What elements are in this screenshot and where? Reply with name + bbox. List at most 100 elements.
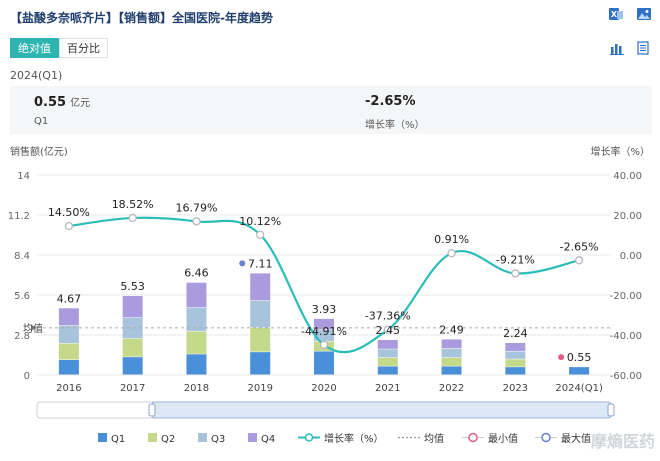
view-tabs: 绝对值 百分比 — [10, 38, 108, 58]
kpi-rate: -2.65% — [365, 94, 416, 109]
category-label: 2023 — [503, 383, 528, 394]
bar-q2 — [505, 359, 526, 367]
total-label: 5.53 — [120, 280, 145, 293]
total-label: 2.45 — [376, 324, 401, 337]
right-axis-title: 增长率（%） — [590, 145, 650, 158]
legend-label: 增长率（%） — [324, 432, 384, 445]
document-icon[interactable] — [636, 40, 652, 56]
legend-item: 增长率（%） — [298, 432, 384, 445]
left-tick-label: 2.8 — [14, 331, 30, 342]
legend-swatch — [148, 433, 157, 442]
bar-q3 — [377, 349, 398, 358]
bar-q1 — [122, 357, 143, 375]
min-marker — [558, 354, 565, 361]
legend-label: Q2 — [161, 434, 175, 445]
kpi-value: 0.55 亿元 — [34, 94, 90, 110]
right-tick-label: 40.00 — [613, 171, 642, 182]
bar-q3 — [441, 348, 462, 358]
kpi-value-label: Q1 — [34, 116, 49, 127]
tab-percentage[interactable]: 百分比 — [59, 38, 108, 58]
left-tick-label: 8.4 — [14, 251, 30, 262]
legend-item: 均值 — [398, 432, 444, 445]
category-label: 2019 — [247, 383, 272, 394]
bar-q1 — [377, 366, 398, 375]
title-bar: 【盐酸多奈哌齐片】【销售额】全国医院-年度趋势 X — [0, 0, 660, 34]
kpi-panel: 0.55 亿元 Q1 -2.65% 增长率（%） — [10, 86, 652, 134]
max-marker — [239, 260, 246, 267]
left-axis-title: 销售额(亿元) — [10, 145, 68, 158]
bar-q2 — [377, 357, 398, 366]
legend-point — [304, 433, 314, 442]
growth-point — [447, 249, 456, 258]
bar-q4 — [505, 343, 526, 351]
slider-handle-left[interactable] — [148, 403, 156, 417]
bar-q3 — [250, 300, 271, 328]
total-label: 0.55 — [567, 351, 592, 364]
tab-absolute[interactable]: 绝对值 — [10, 38, 59, 58]
kpi-unit: 亿元 — [70, 98, 91, 109]
growth-point — [319, 340, 329, 349]
zoom-slider[interactable] — [36, 401, 615, 419]
right-tick-label: -20.00 — [610, 291, 642, 302]
category-label: 2024(Q1) — [555, 383, 603, 394]
excel-icon[interactable]: X — [608, 6, 624, 22]
total-label: 7.11 — [248, 257, 273, 270]
bar-q1 — [58, 360, 79, 375]
growth-point — [64, 221, 74, 231]
bar-q2 — [250, 327, 271, 352]
chart-title: 【盐酸多奈哌齐片】【销售额】全国医院-年度趋势 — [10, 11, 273, 25]
bar-q3 — [122, 317, 143, 339]
image-icon[interactable] — [636, 6, 652, 22]
bar-q2 — [58, 343, 79, 360]
bar-q3 — [505, 351, 526, 359]
bar-q1 — [250, 352, 271, 375]
legend-item: 最小值 — [462, 432, 518, 445]
growth-point — [192, 217, 201, 226]
kpi-value-number: 0.55 — [34, 95, 67, 110]
legend-label: 最小值 — [488, 432, 518, 445]
right-tick-label: 0.00 — [620, 251, 642, 262]
bar-q4 — [250, 273, 271, 301]
svg-text:X: X — [611, 10, 618, 19]
legend-item: Q2 — [148, 433, 175, 445]
left-tick-labels: 14 11.2 8.4 5.6 2.8 0 — [8, 171, 30, 382]
growth-label: 14.50% — [48, 206, 90, 219]
kpi-rate-label: 增长率（%） — [365, 120, 425, 131]
left-tick-label: 14 — [17, 171, 30, 182]
left-tick-label: 0 — [24, 371, 30, 382]
average-line: 均值 — [23, 322, 611, 335]
bar-q2 — [186, 331, 207, 354]
bar-q4 — [186, 282, 207, 308]
bar-q4 — [314, 318, 334, 330]
left-tick-label: 5.6 — [14, 291, 30, 302]
legend-label: Q3 — [211, 434, 225, 445]
growth-label: -9.21% — [496, 253, 535, 266]
legend-label: 均值 — [424, 432, 444, 445]
bar-q2 — [122, 338, 143, 357]
category-label: 2017 — [120, 383, 145, 394]
legend-item: Q1 — [98, 433, 125, 445]
bar-q3 — [186, 307, 207, 331]
bar-q1 — [441, 366, 462, 375]
growth-point — [128, 213, 137, 223]
total-label: 6.46 — [184, 267, 209, 280]
bar-q1 — [569, 367, 590, 375]
bar-q1 — [505, 367, 526, 375]
growth-point — [256, 230, 265, 239]
legend-swatch — [198, 433, 207, 442]
growth-label: -2.65% — [560, 240, 599, 253]
bar-q1 — [186, 354, 207, 375]
bar-q4 — [58, 308, 79, 326]
legend-ring — [541, 432, 551, 443]
bar-chart-icon[interactable] — [610, 40, 626, 56]
legend-item: 最大值 — [535, 432, 591, 445]
right-tick-labels: 40.00 20.00 0.00 -20.00 -40.00 -60.00 — [610, 171, 642, 382]
slider-handle-right[interactable] — [607, 403, 615, 417]
bar-q2 — [441, 357, 462, 366]
growth-label: 16.79% — [175, 201, 217, 214]
growth-point — [574, 256, 584, 265]
category-label: 2021 — [375, 383, 400, 394]
growth-label: 0.91% — [434, 233, 469, 246]
category-label: 2020 — [311, 383, 336, 394]
bar-q3 — [58, 325, 79, 344]
